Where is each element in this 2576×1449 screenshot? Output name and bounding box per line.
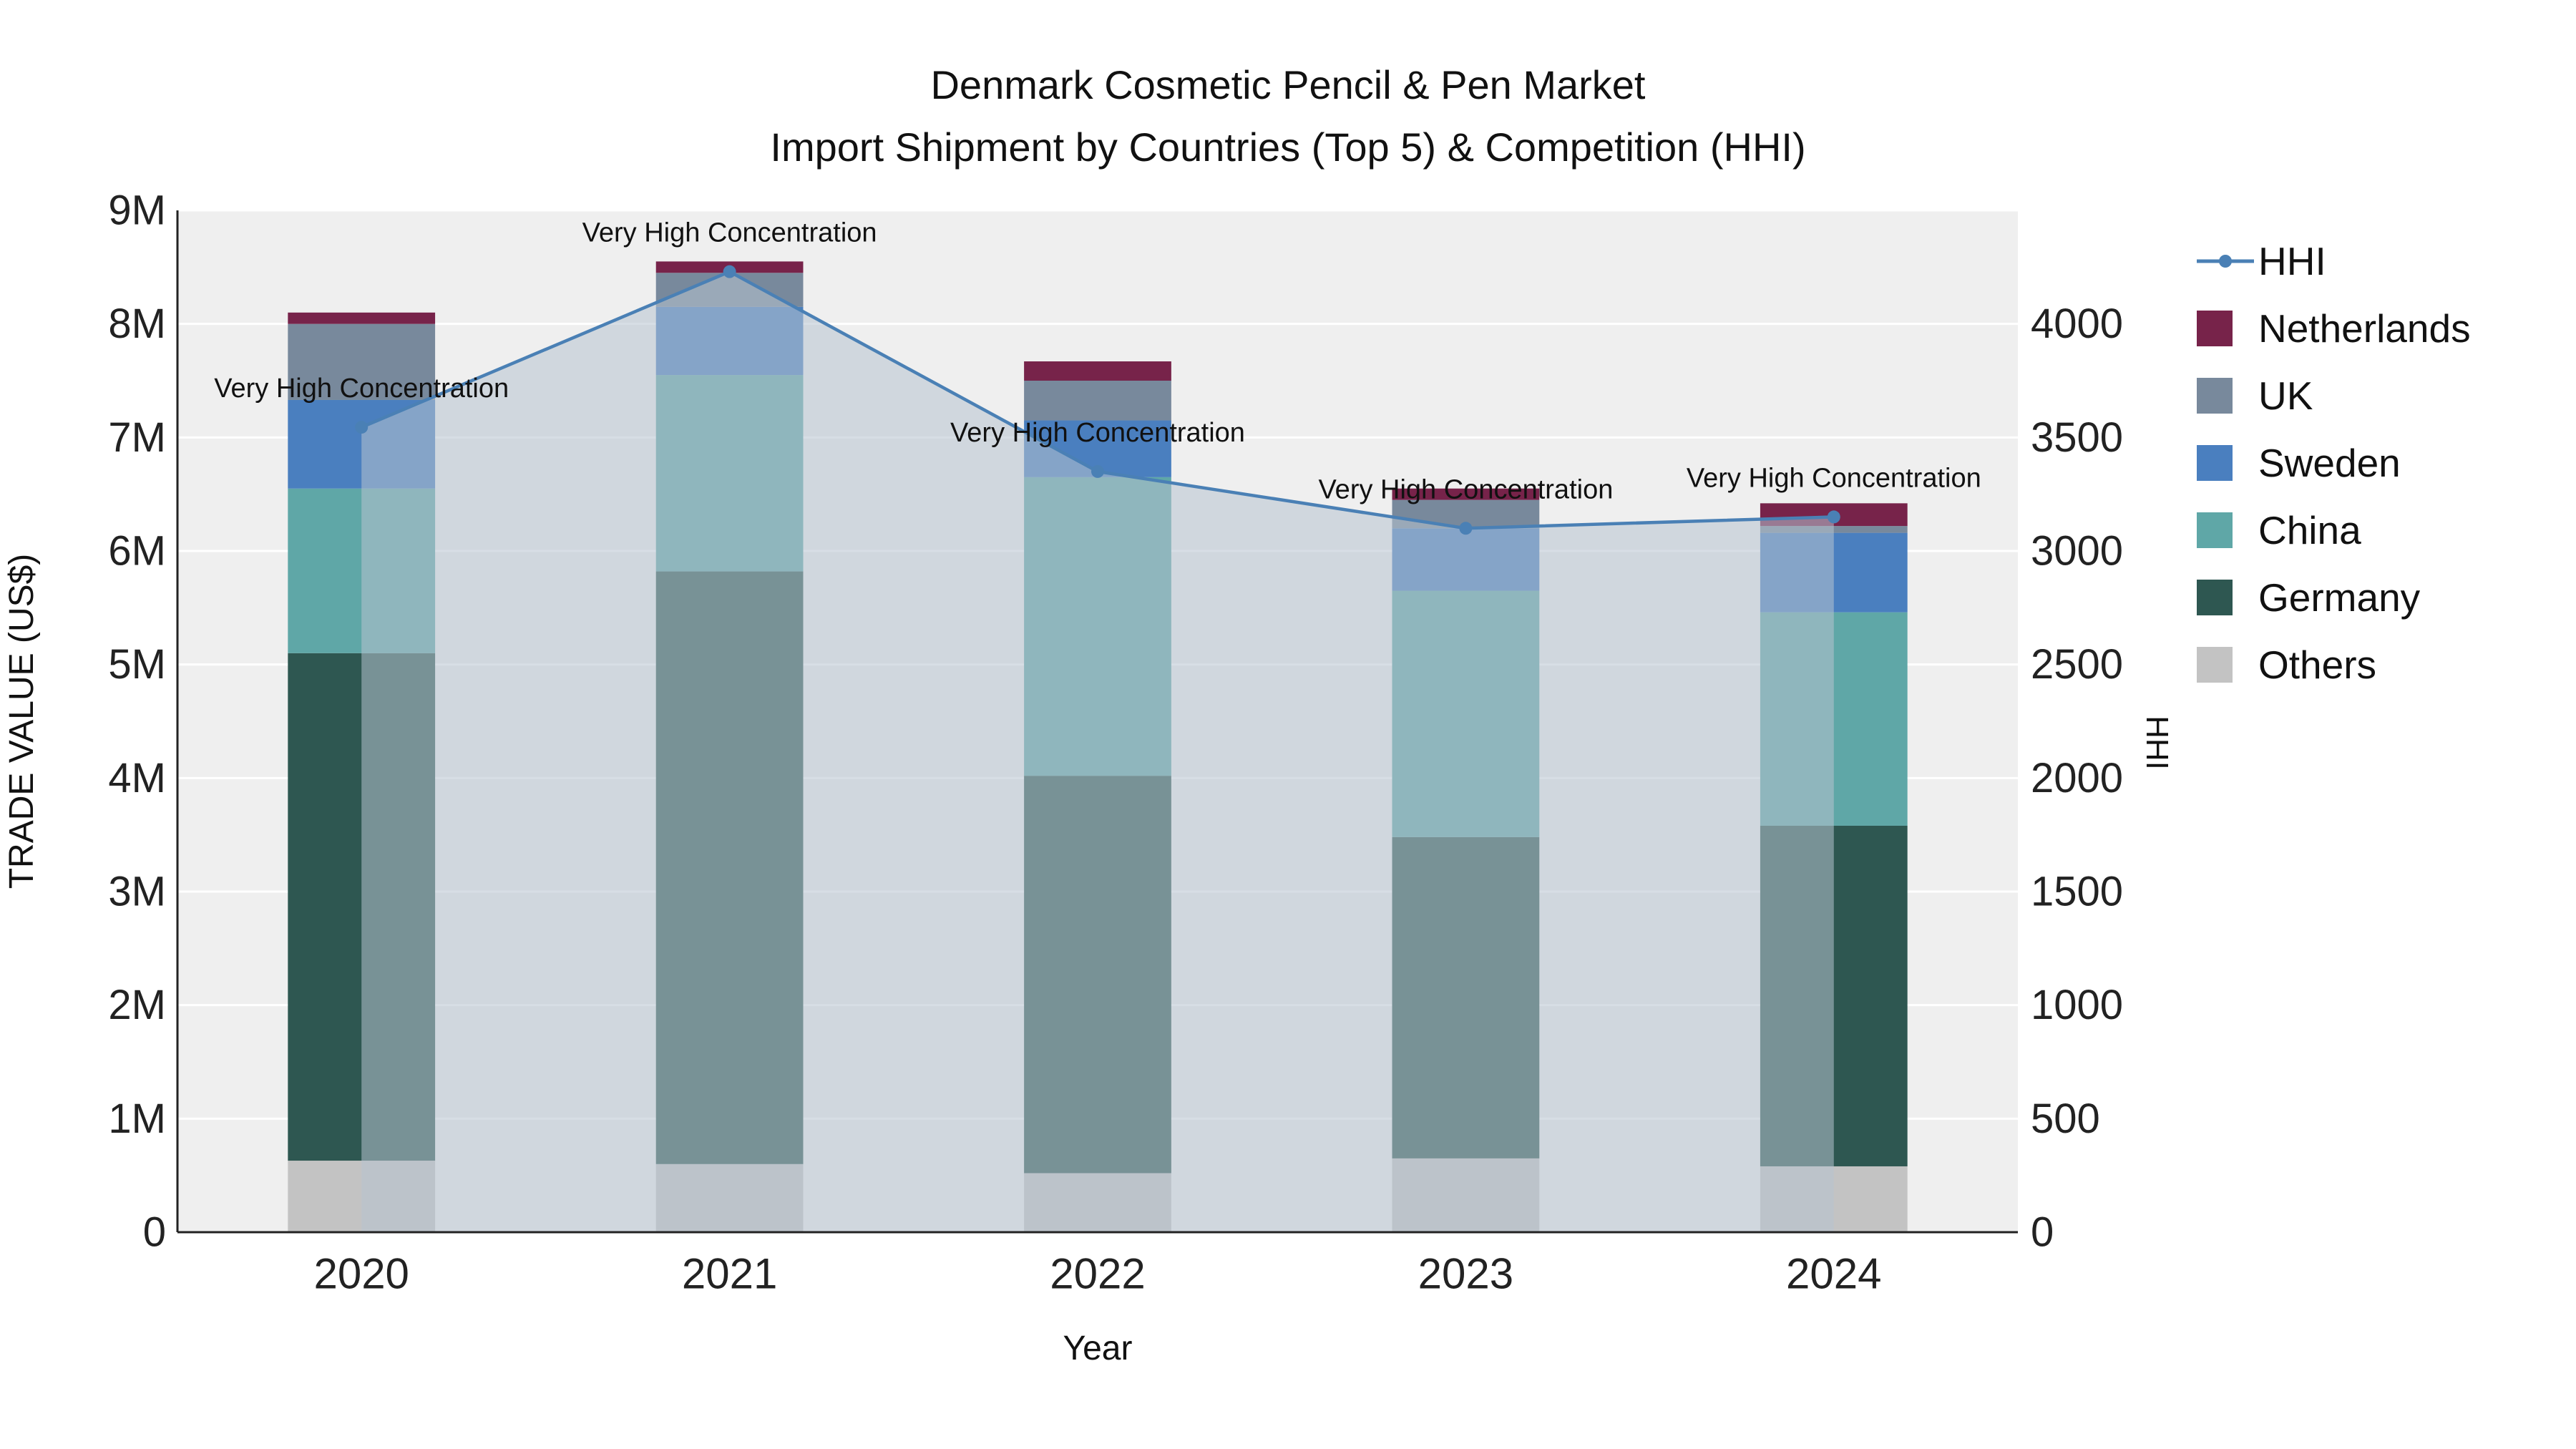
legend-label-others: Others — [2258, 643, 2377, 687]
bar-segment-uk-2020 — [288, 323, 436, 400]
sweden-legend-marker — [2197, 445, 2258, 481]
legend-item-netherlands[interactable]: Netherlands — [2197, 295, 2471, 362]
y-tick-label: 4M — [108, 755, 166, 801]
hhi-marker-2020 — [355, 421, 369, 434]
y-tick-label: 2M — [108, 982, 166, 1028]
legend-label-china: China — [2258, 508, 2361, 552]
hhi-legend-marker — [2197, 253, 2258, 270]
x-tick-label-2021: 2021 — [682, 1250, 777, 1298]
hhi-marker-2021 — [723, 265, 736, 278]
china-legend-marker — [2197, 512, 2258, 548]
others-legend-marker — [2197, 647, 2258, 683]
y2-tick-label: 1000 — [2031, 982, 2123, 1028]
hhi-marker-2022 — [1091, 464, 1104, 478]
annotation-2022: Very High Concentration — [950, 418, 1245, 448]
legend-item-others[interactable]: Others — [2197, 631, 2471, 698]
germany-legend-marker — [2197, 580, 2258, 615]
legend-label-sweden: Sweden — [2258, 441, 2401, 485]
y2-axis-title: HHI — [2140, 716, 2175, 770]
hhi-line-swatch-icon — [2197, 255, 2254, 268]
bar-segment-netherlands-2020 — [288, 312, 436, 324]
legend-label-uk: UK — [2258, 374, 2313, 418]
y-tick-label: 0 — [143, 1209, 166, 1256]
legend-item-china[interactable]: China — [2197, 497, 2471, 564]
annotation-2024: Very High Concentration — [1687, 463, 1981, 493]
y-tick-label: 9M — [108, 187, 166, 234]
y2-tick-label: 3500 — [2031, 414, 2123, 461]
germany-swatch-icon — [2197, 580, 2233, 615]
uk-swatch-icon — [2197, 378, 2233, 414]
y-tick-label: 8M — [108, 301, 166, 347]
x-tick-label-2024: 2024 — [1786, 1250, 1881, 1298]
bar-segment-uk-2022 — [1024, 381, 1171, 421]
netherlands-swatch-icon — [2197, 311, 2233, 346]
x-tick-label-2023: 2023 — [1418, 1250, 1513, 1298]
legend-item-sweden[interactable]: Sweden — [2197, 429, 2471, 497]
bar-segment-netherlands-2022 — [1024, 361, 1171, 381]
y-tick-label: 1M — [108, 1096, 166, 1142]
hhi-area — [361, 271, 1834, 1233]
y2-tick-label: 4000 — [2031, 301, 2123, 347]
others-swatch-icon — [2197, 647, 2233, 683]
hhi-marker-2023 — [1459, 522, 1473, 535]
y-axis-title: TRADE VALUE (US$) — [3, 554, 41, 889]
x-tick-label-2020: 2020 — [313, 1250, 409, 1298]
bar-segment-netherlands-2023 — [1392, 488, 1540, 500]
sweden-swatch-icon — [2197, 445, 2233, 481]
y-tick-label: 3M — [108, 869, 166, 915]
annotation-2021: Very High Concentration — [582, 218, 877, 248]
hhi-marker-2024 — [1827, 510, 1840, 524]
y2-tick-label: 1500 — [2031, 869, 2123, 915]
y2-tick-label: 500 — [2031, 1096, 2100, 1142]
y2-tick-label: 2000 — [2031, 755, 2123, 801]
chart-title: Denmark Cosmetic Pencil & Pen Market Imp… — [0, 54, 2576, 178]
y-tick-label: 5M — [108, 641, 166, 688]
legend: HHI Netherlands UK Sweden China Germany Others — [2197, 228, 2471, 698]
netherlands-legend-marker — [2197, 311, 2258, 346]
legend-item-germany[interactable]: Germany — [2197, 564, 2471, 631]
legend-label-netherlands: Netherlands — [2258, 306, 2471, 351]
y2-tick-label: 3000 — [2031, 528, 2123, 575]
chart-title-line2: Import Shipment by Countries (Top 5) & C… — [770, 125, 1806, 170]
annotation-2020: Very High Concentration — [214, 374, 509, 404]
legend-label-hhi: HHI — [2258, 239, 2326, 283]
legend-item-uk[interactable]: UK — [2197, 362, 2471, 429]
y2-tick-label: 0 — [2031, 1209, 2054, 1256]
chart-title-line1: Denmark Cosmetic Pencil & Pen Market — [930, 62, 1646, 107]
china-swatch-icon — [2197, 512, 2233, 548]
legend-item-hhi[interactable]: HHI — [2197, 228, 2471, 295]
y-tick-label: 6M — [108, 528, 166, 575]
y-tick-label: 7M — [108, 414, 166, 461]
x-axis-title: Year — [1063, 1330, 1133, 1367]
x-tick-label-2022: 2022 — [1050, 1250, 1145, 1298]
uk-legend-marker — [2197, 378, 2258, 414]
annotation-2023: Very High Concentration — [1318, 474, 1613, 504]
legend-label-germany: Germany — [2258, 575, 2421, 620]
y2-tick-label: 2500 — [2031, 641, 2123, 688]
